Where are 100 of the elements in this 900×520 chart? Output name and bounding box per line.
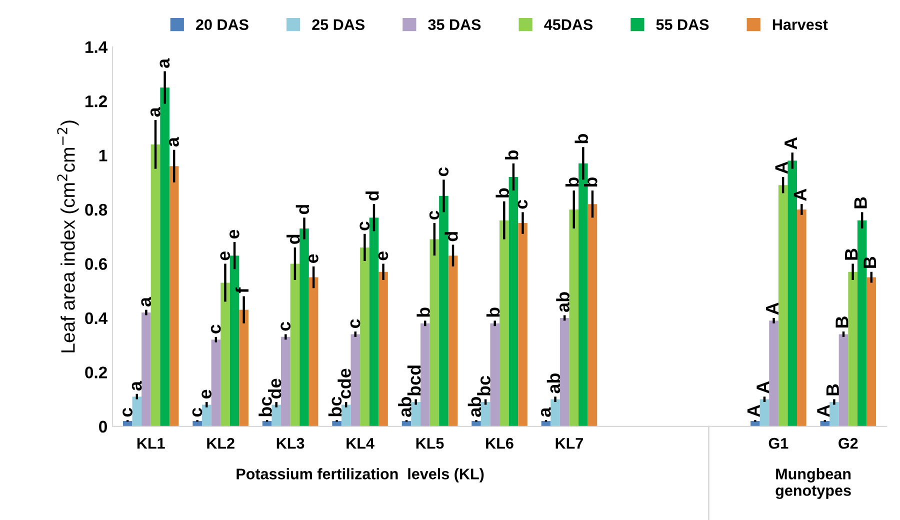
bar bbox=[480, 402, 490, 426]
data-label: d bbox=[286, 234, 300, 244]
bar bbox=[122, 420, 132, 426]
data-label: d bbox=[444, 232, 458, 242]
bar bbox=[132, 396, 142, 426]
data-label: e bbox=[308, 254, 318, 263]
bar bbox=[169, 166, 179, 426]
data-label: a bbox=[150, 107, 160, 117]
data-label: B bbox=[836, 316, 848, 328]
data-label: f bbox=[235, 287, 248, 294]
x-tick-label: G1 bbox=[768, 438, 788, 449]
bar bbox=[588, 204, 598, 426]
data-label: a bbox=[169, 136, 179, 147]
x-tick-label: KL3 bbox=[276, 438, 304, 449]
bar bbox=[341, 404, 351, 426]
text: Mungbean genotypes bbox=[776, 468, 851, 499]
bar bbox=[369, 218, 379, 426]
data-label: c bbox=[350, 319, 360, 328]
data-label: A bbox=[756, 381, 770, 394]
data-label: b bbox=[486, 308, 500, 317]
bar bbox=[760, 399, 770, 426]
data-label: B bbox=[845, 248, 858, 260]
bar bbox=[778, 185, 788, 426]
legend-label: 25 DAS bbox=[312, 19, 365, 30]
data-label: b bbox=[584, 177, 598, 187]
data-label: a bbox=[141, 296, 152, 306]
data-label: e bbox=[202, 390, 212, 399]
bar bbox=[308, 277, 318, 426]
y-tick-label: 1.2 bbox=[86, 95, 107, 108]
bar bbox=[797, 209, 806, 426]
data-label: d bbox=[366, 191, 379, 201]
y-tick-label: 0.8 bbox=[85, 204, 108, 216]
bar bbox=[866, 277, 876, 426]
bar bbox=[830, 402, 839, 426]
bar bbox=[448, 256, 458, 426]
bar bbox=[290, 264, 300, 426]
data-label: e bbox=[220, 252, 230, 260]
legend-label: Harvest bbox=[772, 19, 828, 30]
bar bbox=[411, 402, 420, 426]
data-label: d bbox=[296, 205, 310, 214]
x-tick-label: KL7 bbox=[556, 438, 583, 449]
bar bbox=[500, 220, 509, 426]
x-tick-label: KL1 bbox=[137, 438, 165, 449]
data-label: B bbox=[854, 197, 867, 208]
bar bbox=[378, 272, 388, 426]
bar bbox=[202, 404, 212, 426]
data-label: a bbox=[540, 407, 551, 417]
data-label: c bbox=[438, 167, 449, 176]
x-tick-label: KL4 bbox=[346, 438, 374, 449]
bar bbox=[569, 209, 579, 426]
data-label: A bbox=[747, 404, 760, 417]
bar bbox=[848, 272, 858, 426]
y-tick-label: 0.2 bbox=[85, 366, 107, 378]
bar bbox=[220, 282, 230, 426]
bar bbox=[300, 228, 309, 426]
data-label: c bbox=[429, 210, 440, 220]
y-tick-label: 0.4 bbox=[85, 312, 108, 324]
bar bbox=[838, 334, 848, 426]
data-label: b bbox=[416, 308, 430, 317]
data-label: A bbox=[784, 137, 798, 150]
data-label: b bbox=[565, 177, 579, 187]
data-label: c bbox=[122, 408, 132, 417]
bar bbox=[239, 310, 248, 426]
y-tick-label: 0 bbox=[99, 420, 107, 433]
bar bbox=[490, 323, 500, 426]
bar bbox=[360, 247, 370, 426]
legend-label: 35 DAS bbox=[428, 19, 481, 30]
legend-label: 55 DAS bbox=[656, 19, 709, 30]
y-tick-label: 1.4 bbox=[86, 41, 108, 53]
data-label: ab bbox=[556, 292, 570, 312]
data-label: bcd bbox=[407, 366, 421, 396]
data-label: ab bbox=[468, 397, 482, 417]
bar bbox=[420, 323, 430, 426]
data-label: c bbox=[192, 408, 202, 417]
data-label: bc bbox=[328, 396, 342, 416]
data-label: a bbox=[132, 380, 142, 391]
data-label: e bbox=[229, 230, 240, 239]
data-label: b bbox=[574, 134, 588, 144]
x-tick-label: KL6 bbox=[486, 438, 514, 449]
text: Potassium fertilization levels (KL) bbox=[236, 468, 484, 482]
data-label: c bbox=[360, 222, 370, 230]
bar bbox=[211, 340, 221, 426]
data-label: A bbox=[775, 162, 788, 174]
data-label: b bbox=[505, 150, 518, 160]
data-label: e bbox=[378, 252, 388, 260]
data-label: B bbox=[826, 384, 839, 396]
legend-label: 45DAS bbox=[544, 19, 593, 30]
data-label: bc bbox=[477, 376, 490, 396]
x-tick-label: KL5 bbox=[416, 438, 444, 449]
y-axis-title: Leaf area index (cm$^{2}$cm$^{−2}$) bbox=[57, 120, 79, 352]
data-label: A bbox=[817, 404, 830, 417]
data-label: A bbox=[794, 188, 806, 201]
x-tick-label: KL2 bbox=[207, 438, 234, 449]
data-label: B bbox=[864, 256, 876, 268]
bar bbox=[769, 320, 778, 426]
bar bbox=[550, 399, 560, 426]
data-label: c bbox=[518, 200, 528, 209]
legend-label: 20 DAS bbox=[196, 19, 248, 30]
bar bbox=[518, 223, 528, 426]
data-label: A bbox=[766, 302, 778, 315]
